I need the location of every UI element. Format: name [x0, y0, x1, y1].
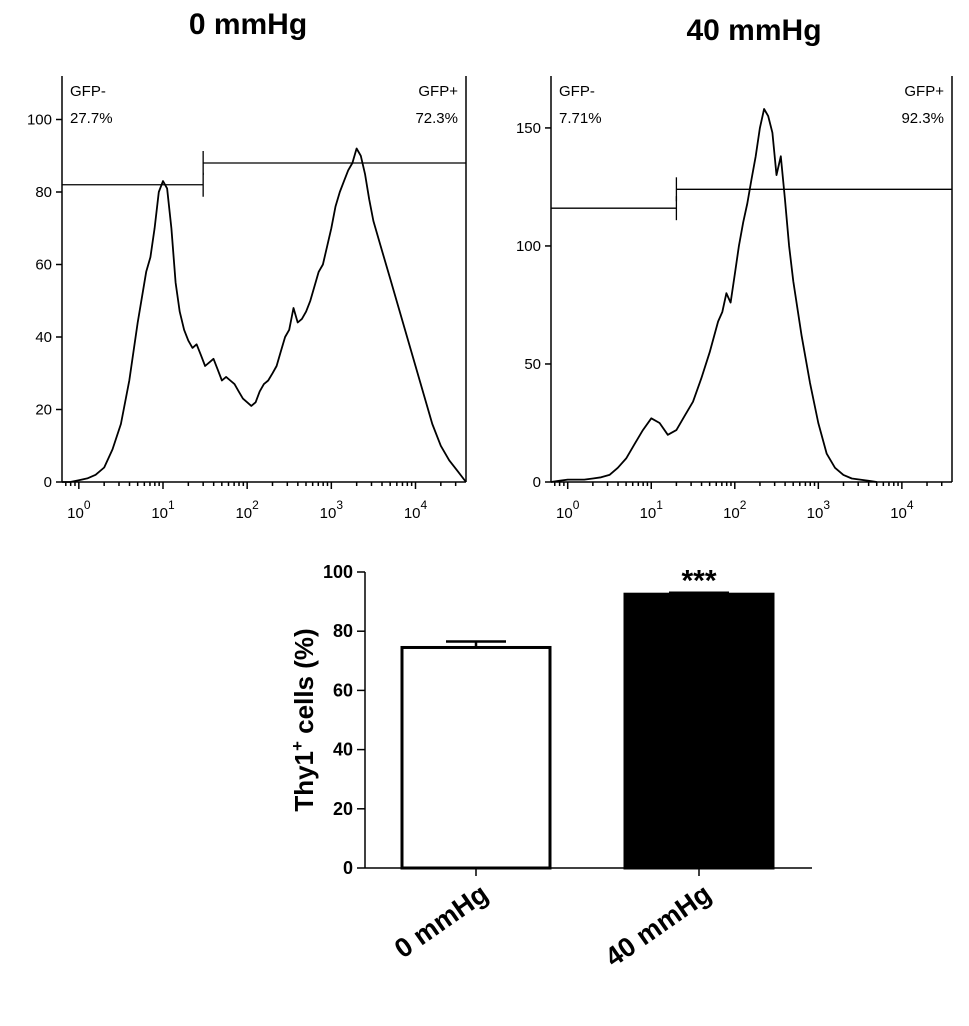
- y-tick-label: 0: [44, 474, 52, 491]
- bar-y-tick-label: 80: [333, 621, 353, 641]
- x-tick-label: 101: [151, 498, 175, 522]
- x-tick-label: 104: [890, 498, 914, 522]
- y-tick-label: 150: [516, 120, 541, 137]
- bar-40mmhg: [623, 592, 775, 870]
- x-tick-label: 102: [723, 498, 747, 522]
- bar-y-tick-label: 0: [343, 858, 353, 878]
- gate-name-label: GFP+: [418, 83, 458, 100]
- x-tick-label: 100: [556, 498, 580, 522]
- x-tick-label: 103: [320, 498, 344, 522]
- x-tick-label: 101: [640, 498, 664, 522]
- gate-percent-label: 27.7%: [70, 110, 113, 127]
- x-tick-label: 100: [67, 498, 91, 522]
- x-tick-label: 102: [235, 498, 259, 522]
- x-tick-label: 104: [404, 498, 428, 522]
- bar-y-tick-label: 100: [323, 562, 353, 582]
- gate-percent-label: 7.71%: [559, 110, 602, 127]
- gate-percent-label: 72.3%: [415, 110, 458, 127]
- y-tick-label: 40: [35, 329, 52, 346]
- bar-category-label: 40 mmHg: [600, 878, 717, 972]
- significance-marker: ***: [681, 565, 716, 598]
- bar-y-tick-label: 60: [333, 680, 353, 700]
- y-tick-label: 80: [35, 184, 52, 201]
- histogram-0mmhg-panel: 0 mmHg 0 20 40 60 80 100 100 101 102 103 104 GFP- 27.…: [27, 8, 467, 522]
- y-tick-label: 100: [516, 238, 541, 255]
- gate-name-label: GFP-: [70, 83, 106, 100]
- histogram-trace: [61, 147, 467, 483]
- bar-chart-panel: 0 20 40 60 80 100 0 mmHg 40 mmHg *** Thy1+ cells …: [288, 562, 812, 973]
- bar-0mmhg: [400, 645, 552, 870]
- gate-name-label: GFP-: [559, 83, 595, 100]
- y-tick-label: 20: [35, 402, 52, 419]
- histogram-trace: [550, 108, 877, 483]
- y-tick-label: 0: [533, 474, 541, 491]
- histogram-40mmhg-panel: 40 mmHg 0 50 100 150 100 101 102 103 104 GFP- 7.71%…: [516, 14, 953, 522]
- gate-name-label: GFP+: [904, 83, 944, 100]
- y-tick-label: 100: [27, 112, 52, 129]
- gate-percent-label: 92.3%: [901, 110, 944, 127]
- y-tick-label: 60: [35, 257, 52, 274]
- bar-category-label: 0 mmHg: [389, 878, 493, 964]
- y-tick-label: 50: [524, 356, 541, 373]
- bar-y-tick-label: 40: [333, 740, 353, 760]
- panel-title: 0 mmHg: [189, 8, 307, 41]
- bar-y-tick-label: 20: [333, 799, 353, 819]
- bar-y-axis-label: Thy1+ cells (%): [288, 628, 319, 811]
- panel-title: 40 mmHg: [686, 14, 821, 47]
- x-tick-label: 103: [807, 498, 831, 522]
